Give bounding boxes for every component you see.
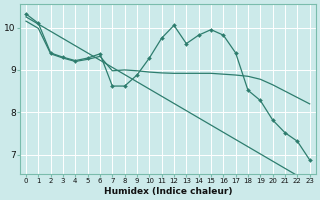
X-axis label: Humidex (Indice chaleur): Humidex (Indice chaleur) <box>104 187 232 196</box>
